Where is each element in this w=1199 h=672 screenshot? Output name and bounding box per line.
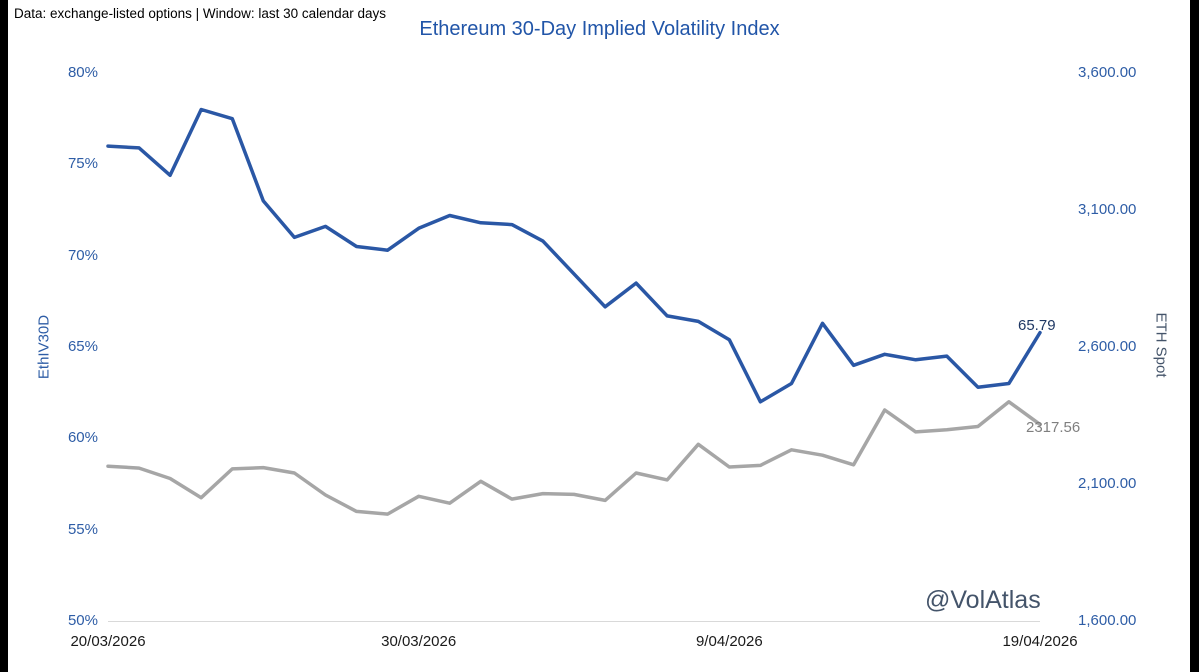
series-lines xyxy=(106,107,1042,516)
spot-end-value-label: 2317.56 xyxy=(1026,419,1081,436)
left-axis-tick: 50% xyxy=(67,612,98,629)
left-axis-tick: 70% xyxy=(67,246,98,264)
x-axis-tick: 9/04/2026 xyxy=(695,633,763,650)
left-axis-tick: 60% xyxy=(67,429,98,447)
left-axis-tick: 55% xyxy=(67,520,98,538)
x-axis-tick: 20/03/2026 xyxy=(70,633,146,650)
data-source-note: Data: exchange-listed options | Window: … xyxy=(14,6,386,21)
right-axis-tick: 2,600.00 xyxy=(1078,338,1137,355)
iv-end-value-label: 65.79 xyxy=(1018,317,1056,334)
x-axis-tick: 30/03/2026 xyxy=(381,633,457,650)
right-axis-tick: 1,600.00 xyxy=(1078,612,1137,629)
left-axis-title: EthIV30D xyxy=(35,314,53,380)
left-axis-tick: 65% xyxy=(67,338,98,355)
iv-series-line xyxy=(106,107,1042,404)
watermark: @VolAtlas xyxy=(925,586,1041,614)
right-axis-tick: 3,600.00 xyxy=(1078,64,1137,81)
right-axis-tick: 2,100.00 xyxy=(1078,475,1137,492)
left-axis-tick: 75% xyxy=(67,155,98,173)
x-axis-tick: 19/04/2026 xyxy=(1002,633,1078,650)
right-axis-tick: 3,100.00 xyxy=(1078,201,1137,218)
right-axis-title: ETH Spot xyxy=(1152,312,1170,378)
chart-title: Ethereum 30-Day Implied Volatility Index xyxy=(419,18,780,40)
left-border-bar xyxy=(0,0,8,672)
spot-series-line xyxy=(106,400,1042,516)
right-border-bar xyxy=(1190,0,1199,672)
left-axis-tick: 80% xyxy=(67,64,98,81)
